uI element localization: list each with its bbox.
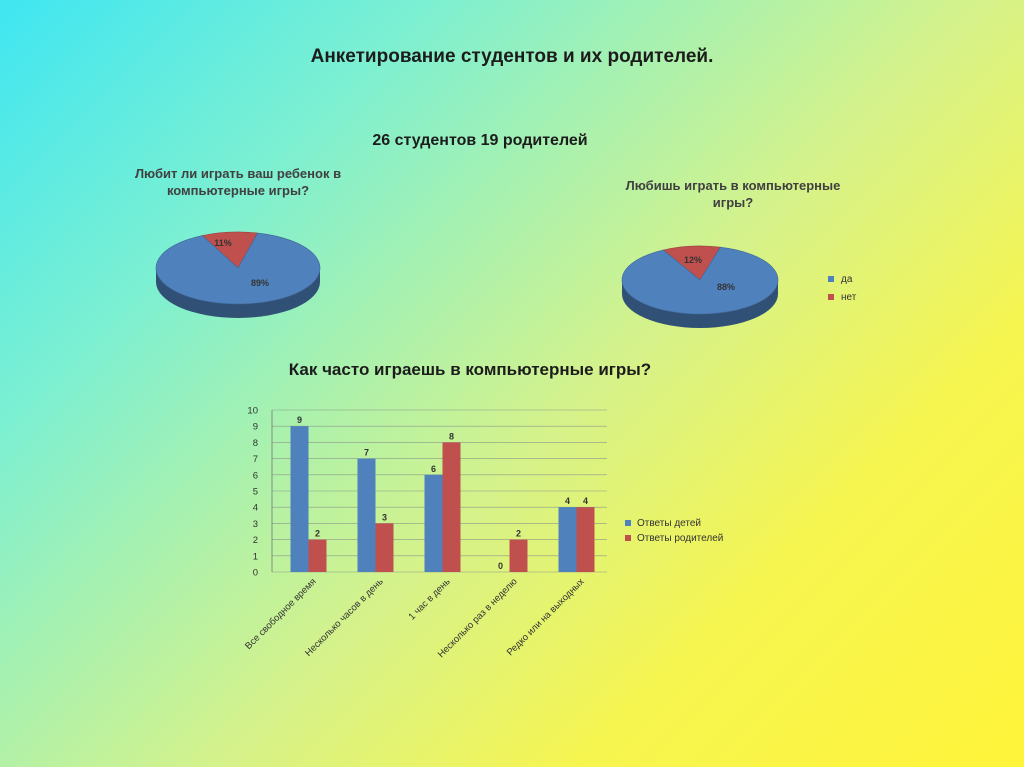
legend-label: нет: [841, 292, 857, 303]
y-tick-label: 3: [253, 519, 258, 530]
legend-swatch: [828, 276, 834, 282]
pie-label: 89%: [251, 278, 269, 288]
students-pie-chart: 12% 88%: [621, 245, 779, 328]
bar-value-label: 9: [297, 415, 302, 425]
bar-value-label: 0: [498, 561, 503, 571]
x-category-label: 1 час в день: [406, 576, 452, 622]
bar-children: [558, 507, 577, 572]
bar-parents: [509, 539, 528, 572]
bar-children: [290, 426, 309, 572]
frequency-bar-chart: 0 1 2 3 4 5 6 7 8 9 10 9 2 Все свободное время 7 3 Неско…: [243, 406, 723, 661]
pie-label: 12%: [684, 255, 702, 265]
y-tick-label: 9: [253, 422, 258, 433]
y-tick-label: 2: [253, 535, 258, 546]
legend-label: Ответы детей: [637, 518, 701, 529]
pie-side-wall: [156, 268, 320, 318]
bar-value-label: 2: [516, 529, 521, 539]
pie-slice-да: [621, 246, 779, 315]
bar-parents: [576, 507, 595, 572]
bar-value-label: 7: [364, 448, 369, 458]
pie-side-wall: [622, 280, 778, 328]
pie-label: 11%: [214, 238, 232, 248]
y-tick-label: 8: [253, 438, 258, 449]
slide-subtitle: 26 студентов 19 родителей: [372, 132, 588, 149]
bar-parents: [308, 539, 327, 572]
y-tick-label: 10: [247, 406, 258, 417]
pie-legend: да нет: [828, 274, 857, 303]
bar-value-label: 6: [431, 464, 436, 474]
bar-parents: [442, 442, 461, 572]
legend-swatch: [625, 535, 631, 541]
parents-pie-chart: 11% 89%: [155, 231, 321, 318]
bar-value-label: 3: [382, 512, 387, 522]
slide-title: Анкетирование студентов и их родителей.: [310, 46, 714, 67]
parents-pie-title: Любит ли играть ваш ребенок в компьютерн…: [134, 166, 342, 198]
y-tick-label: 1: [253, 551, 258, 562]
y-tick-label: 0: [253, 568, 258, 579]
bar-parents: [375, 523, 394, 572]
bar-children: [357, 458, 376, 572]
y-tick-label: 4: [253, 503, 258, 514]
bar-value-label: 4: [565, 496, 570, 506]
x-category-label: Редко или на выходных: [505, 576, 587, 658]
bar-value-label: 2: [315, 529, 320, 539]
bar-chart-title: Как часто играешь в компьютерные игры?: [288, 360, 652, 379]
pie-label: 88%: [717, 282, 735, 292]
legend-label: Ответы родителей: [637, 533, 723, 544]
x-category-label: Все свободное время: [243, 576, 319, 652]
y-tick-label: 5: [253, 487, 258, 498]
x-category-label: Несколько часов в день: [303, 576, 386, 659]
legend-label: да: [841, 274, 853, 285]
y-tick-label: 7: [253, 454, 258, 465]
legend-swatch: [625, 520, 631, 526]
pie-slice-да: [155, 232, 321, 305]
y-tick-label: 6: [253, 470, 258, 481]
bar-children: [424, 474, 443, 572]
bar-value-label: 8: [449, 431, 454, 441]
students-pie-title: Любишь играть в компьютерные игры?: [625, 178, 841, 210]
legend-swatch: [828, 294, 834, 300]
bar-value-label: 4: [583, 496, 588, 506]
